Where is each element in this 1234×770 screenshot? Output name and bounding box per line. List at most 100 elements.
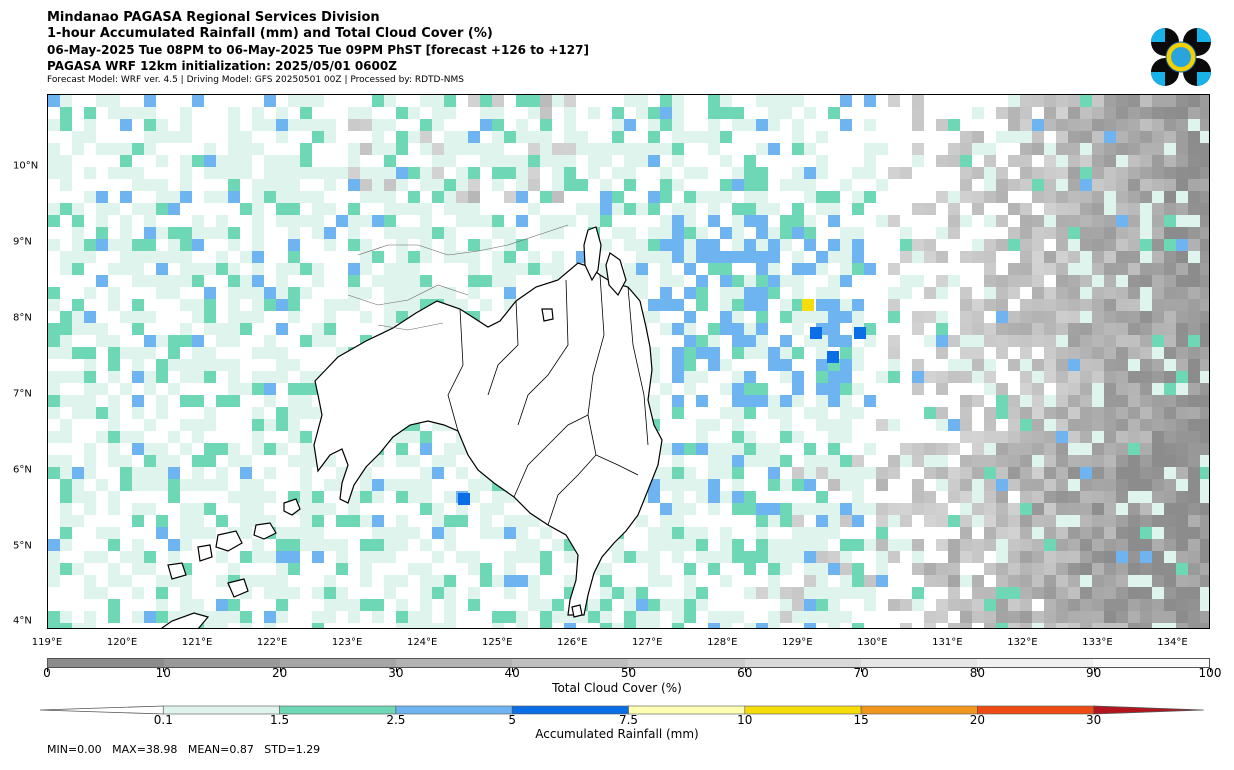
rainfall-cell (276, 563, 288, 575)
rainfall-cell (480, 563, 492, 575)
rainfall-cell (132, 299, 144, 311)
rainfall-cell (300, 431, 312, 443)
cloud-cell (1128, 155, 1140, 167)
cloud-cell (1104, 323, 1116, 335)
cloud-cell (1128, 455, 1140, 467)
cloud-cell (1092, 479, 1104, 491)
rainfall-cell (300, 371, 312, 383)
cloud-cover-swatch (744, 659, 861, 667)
rainfall-cell (240, 167, 252, 179)
rainfall-cell (852, 203, 864, 215)
cloud-cell (1056, 383, 1068, 395)
rainfall-map[interactable] (47, 94, 1210, 629)
rainfall-cell (420, 275, 432, 287)
cloud-cover-tick-label: 50 (620, 666, 637, 680)
cloud-cell (924, 623, 936, 628)
rainfall-cell (288, 215, 300, 227)
cloud-cell (1176, 251, 1188, 263)
cloud-cell (1176, 335, 1188, 347)
cloud-cover-tick-mark (512, 668, 514, 672)
rainfall-cell (240, 623, 252, 628)
rainfall-cell (1068, 515, 1080, 527)
rainfall-cell (1116, 551, 1128, 563)
cloud-cell (1116, 191, 1128, 203)
cloud-cell (552, 143, 564, 155)
cloud-cell (1020, 539, 1032, 551)
cloud-cover-tick-label: 40 (504, 666, 520, 680)
cloud-cell (960, 491, 972, 503)
rainfall-cell (252, 479, 264, 491)
rainfall-cell (840, 383, 852, 395)
cloud-cell (1032, 551, 1044, 563)
cloud-cell (1020, 167, 1032, 179)
cloud-cell (1164, 455, 1176, 467)
rainfall-cell (828, 623, 840, 628)
cloud-cell (864, 575, 876, 587)
rainfall-cell (204, 143, 216, 155)
rainfall-cell (744, 383, 756, 395)
rainfall-cell (480, 275, 492, 287)
rainfall-cell (768, 395, 780, 407)
cloud-cell (1164, 371, 1176, 383)
rainfall-cell (1128, 575, 1140, 587)
cloud-cell (1080, 455, 1092, 467)
rainfall-cell (420, 227, 432, 239)
cloud-cell (1116, 431, 1128, 443)
cloud-cell (1188, 623, 1200, 628)
rainfall-cell (708, 239, 720, 251)
rainfall-cell (840, 587, 852, 599)
rainfall-cell (48, 407, 60, 419)
cloud-cell (972, 431, 984, 443)
rainfall-cell (192, 527, 204, 539)
rainfall-cell (216, 623, 228, 628)
rainfall-cell (684, 203, 696, 215)
rainfall-cell (396, 263, 408, 275)
cloud-cell (1044, 179, 1056, 191)
cloud-cell (1008, 419, 1020, 431)
rainfall-cell (372, 215, 384, 227)
rainfall-cell (144, 419, 156, 431)
rainfall-cell (204, 167, 216, 179)
rainfall-cell (660, 299, 672, 311)
rainfall-cell (672, 239, 684, 251)
rainfall-cell (84, 131, 96, 143)
cloud-cell (1140, 539, 1152, 551)
rainfall-cell (384, 575, 396, 587)
rainfall-cell (768, 515, 780, 527)
rainfall-cell (588, 143, 600, 155)
rainfall-cell (696, 287, 708, 299)
rainfall-cell (492, 575, 504, 587)
rainfall-cell (624, 239, 636, 251)
cloud-cell (1104, 395, 1116, 407)
cloud-cover-tick-label: 100 (1198, 666, 1222, 680)
cloud-cell (1116, 311, 1128, 323)
rainfall-cell (828, 251, 840, 263)
cloud-cell (1176, 455, 1188, 467)
cloud-cell (1092, 287, 1104, 299)
rainfall-cell (156, 527, 168, 539)
rainfall-cell (852, 407, 864, 419)
rainfall-cell (492, 491, 504, 503)
rainfall-cell (396, 167, 408, 179)
rainfall-cell (504, 587, 516, 599)
rainfall-cell (1104, 191, 1116, 203)
cloud-cell (1008, 575, 1020, 587)
rainfall-cell (624, 203, 636, 215)
cloud-cell (828, 551, 840, 563)
rainfall-cell (732, 323, 744, 335)
rainfall-cell (612, 587, 624, 599)
cloud-cell (1020, 311, 1032, 323)
cloud-cell (1176, 155, 1188, 167)
longitude-label: 120°E (106, 637, 138, 648)
cloud-cell (912, 443, 924, 455)
rainfall-cell (72, 623, 84, 628)
rainfall-cell (972, 491, 984, 503)
rainfall-cell (120, 167, 132, 179)
cloud-cell (984, 251, 996, 263)
rainfall-cell (816, 347, 828, 359)
cloud-cell (1128, 371, 1140, 383)
rainfall-cell (624, 599, 636, 611)
rainfall-cell (684, 479, 696, 491)
rainfall-cell (1116, 275, 1128, 287)
cloud-cell (1188, 299, 1200, 311)
